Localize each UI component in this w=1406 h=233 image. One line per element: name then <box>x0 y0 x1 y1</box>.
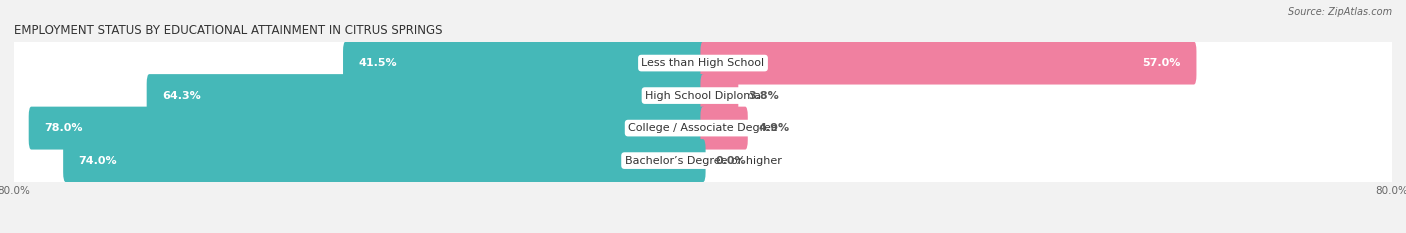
FancyBboxPatch shape <box>146 74 706 117</box>
Text: 57.0%: 57.0% <box>1143 58 1181 68</box>
Text: 64.3%: 64.3% <box>162 91 201 101</box>
FancyBboxPatch shape <box>11 139 1395 182</box>
Text: Source: ZipAtlas.com: Source: ZipAtlas.com <box>1288 7 1392 17</box>
FancyBboxPatch shape <box>28 107 706 150</box>
Text: 78.0%: 78.0% <box>44 123 83 133</box>
Text: Less than High School: Less than High School <box>641 58 765 68</box>
FancyBboxPatch shape <box>63 139 706 182</box>
Text: 0.0%: 0.0% <box>716 156 747 166</box>
FancyBboxPatch shape <box>343 42 706 85</box>
Text: 4.9%: 4.9% <box>758 123 789 133</box>
Text: 41.5%: 41.5% <box>359 58 396 68</box>
FancyBboxPatch shape <box>700 107 748 150</box>
Text: High School Diploma: High School Diploma <box>645 91 761 101</box>
Text: Bachelor’s Degree or higher: Bachelor’s Degree or higher <box>624 156 782 166</box>
Text: 3.8%: 3.8% <box>748 91 779 101</box>
FancyBboxPatch shape <box>11 74 1395 117</box>
FancyBboxPatch shape <box>11 42 1395 85</box>
FancyBboxPatch shape <box>700 74 738 117</box>
Text: College / Associate Degree: College / Associate Degree <box>628 123 778 133</box>
Text: EMPLOYMENT STATUS BY EDUCATIONAL ATTAINMENT IN CITRUS SPRINGS: EMPLOYMENT STATUS BY EDUCATIONAL ATTAINM… <box>14 24 443 37</box>
FancyBboxPatch shape <box>11 107 1395 150</box>
Text: 74.0%: 74.0% <box>79 156 117 166</box>
FancyBboxPatch shape <box>700 42 1197 85</box>
